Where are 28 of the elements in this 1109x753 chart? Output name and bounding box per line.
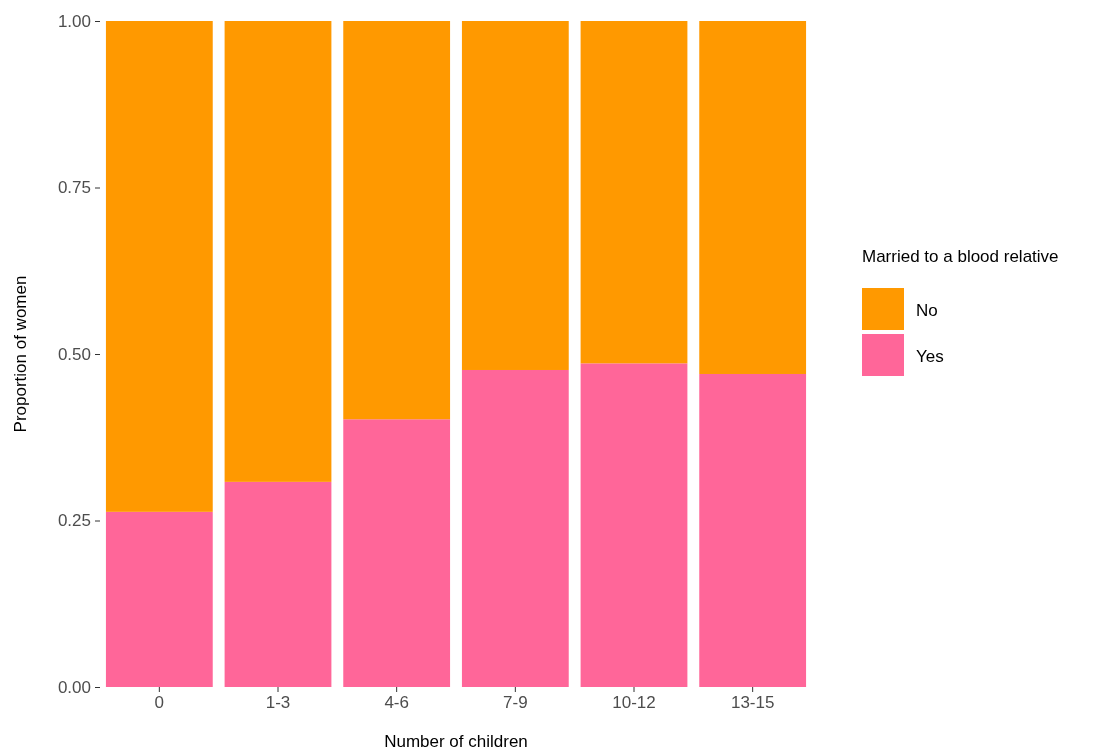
bar [343, 21, 451, 420]
y-tick-label: 0.75 [57, 178, 91, 198]
x-tick-label: 13-15 [730, 693, 775, 713]
text: Yes [916, 347, 944, 366]
x-tick-label: 4-6 [384, 693, 409, 713]
x-tick-label: 1-3 [265, 693, 291, 713]
bar [224, 481, 332, 687]
y-tick-label: 0.50 [57, 344, 91, 364]
bar [699, 21, 807, 374]
bar [461, 369, 569, 687]
bar [699, 373, 807, 687]
bar [580, 21, 688, 364]
bar [105, 21, 213, 512]
x-tick-label: 10-12 [612, 693, 656, 713]
bar [105, 511, 213, 687]
x-axis-title: Number of children [384, 732, 528, 751]
bar [580, 363, 688, 687]
y-tick-label: 0.00 [57, 677, 91, 697]
y-tick-label: 1.00 [57, 11, 91, 31]
legend-title: Married to a blood relative [862, 247, 1059, 266]
bar [461, 21, 569, 370]
y-tick-label: 0.25 [57, 511, 91, 531]
bar [224, 21, 332, 482]
x-tick-label: 0 [154, 693, 165, 713]
x-tick-label: 7-9 [503, 693, 528, 713]
y-axis-title: Proportion of women [11, 275, 30, 433]
bar [343, 419, 451, 687]
text: No [916, 301, 938, 320]
